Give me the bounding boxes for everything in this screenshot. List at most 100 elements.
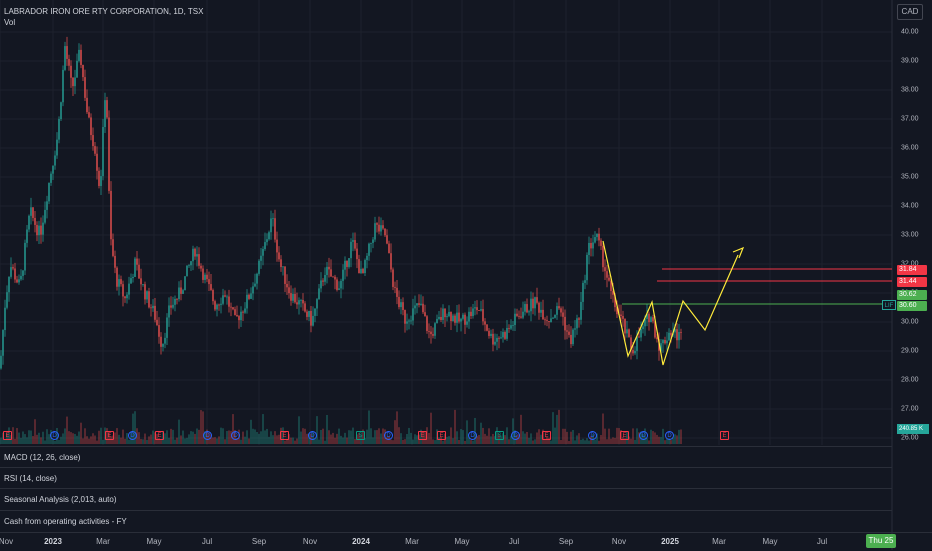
candle-body — [202, 268, 204, 280]
volume-bar — [168, 437, 170, 444]
volume-bar — [232, 414, 234, 444]
dividend-event-icon[interactable]: D — [511, 431, 520, 440]
candle-body — [166, 317, 168, 338]
volume-bar — [276, 435, 278, 444]
candle-body — [482, 309, 484, 322]
candle-body — [102, 127, 104, 177]
volume-bar — [674, 434, 676, 444]
candle-body — [234, 309, 236, 315]
dividend-event-icon[interactable]: D — [588, 431, 597, 440]
currency-button[interactable]: CAD — [897, 4, 923, 20]
volume-bar — [92, 433, 94, 444]
candle-body — [576, 318, 578, 329]
volume-bar — [488, 428, 490, 444]
volume-bar — [124, 438, 126, 444]
candle-body — [28, 215, 30, 230]
volume-bar — [622, 436, 624, 444]
volume-bar — [26, 437, 28, 444]
volume-legend[interactable]: Vol — [4, 18, 16, 27]
candle-body — [392, 269, 394, 287]
earnings-event-icon[interactable]: E — [155, 431, 164, 440]
candle-body — [272, 218, 274, 220]
volume-bar — [330, 434, 332, 444]
cash-flow-pane[interactable]: Cash from operating activities - FY — [0, 510, 892, 531]
candle-body — [136, 258, 138, 265]
volume-bar — [52, 439, 54, 444]
earnings-event-icon[interactable]: E — [418, 431, 427, 440]
volume-bar — [560, 440, 562, 444]
volume-bar — [290, 437, 292, 444]
time-axis[interactable] — [0, 532, 932, 551]
volume-bar — [100, 427, 102, 444]
volume-bar — [464, 440, 466, 444]
candle-body — [44, 209, 46, 223]
candle-body — [172, 304, 174, 308]
volume-bar — [390, 439, 392, 444]
candle-body — [26, 229, 28, 243]
earnings-event-icon[interactable]: E — [105, 431, 114, 440]
volume-bar — [2, 432, 4, 444]
dividend-event-icon[interactable]: D — [665, 431, 674, 440]
candle-body — [362, 268, 364, 274]
dividend-event-icon[interactable]: D — [468, 431, 477, 440]
symbol-title[interactable]: LABRADOR IRON ORE RTY CORPORATION, 1D, T… — [4, 7, 204, 16]
earnings-event-icon[interactable]: E — [720, 431, 729, 440]
volume-bar — [634, 439, 636, 444]
earnings-event-icon[interactable]: E — [437, 431, 446, 440]
volume-bar — [502, 433, 504, 444]
dividend-event-icon[interactable]: D — [231, 431, 240, 440]
volume-bar — [226, 431, 228, 444]
candle-body — [476, 307, 478, 311]
candle-body — [530, 298, 532, 312]
volume-bar — [38, 432, 40, 444]
volume-bar — [200, 410, 202, 444]
volume-bar — [426, 427, 428, 444]
candle-body — [160, 336, 162, 347]
time-tick: Sep — [558, 537, 574, 546]
dividend-event-icon[interactable]: D — [128, 431, 137, 440]
volume-bar — [142, 439, 144, 444]
volume-bar — [632, 428, 634, 444]
price-tick: 32.00 — [901, 260, 919, 268]
candle-body — [92, 135, 94, 147]
earnings-event-icon[interactable]: E — [620, 431, 629, 440]
volume-bar — [440, 437, 442, 444]
dividend-event-icon[interactable]: D — [50, 431, 59, 440]
dividend-event-icon[interactable]: D — [639, 431, 648, 440]
volume-bar — [602, 413, 604, 444]
volume-bar — [198, 429, 200, 444]
volume-bar — [68, 431, 70, 444]
split-event-icon[interactable]: S — [356, 431, 365, 440]
earnings-event-icon[interactable]: E — [3, 431, 12, 440]
candle-body — [660, 343, 662, 351]
candle-body — [18, 279, 20, 283]
earnings-event-icon[interactable]: E — [280, 431, 289, 440]
split-event-icon[interactable]: S — [495, 431, 504, 440]
volume-bar — [456, 431, 458, 444]
candle-body — [74, 77, 76, 87]
candle-body — [584, 280, 586, 283]
candle-body — [484, 321, 486, 325]
volume-bar — [366, 429, 368, 444]
volume-bar — [144, 433, 146, 444]
candle-body — [594, 237, 596, 243]
rsi-pane[interactable]: RSI (14, close) — [0, 467, 892, 488]
volume-bar — [412, 439, 414, 444]
earnings-event-icon[interactable]: E — [542, 431, 551, 440]
dividend-event-icon[interactable]: D — [308, 431, 317, 440]
volume-bar — [346, 437, 348, 444]
price-tick: 29.00 — [901, 347, 919, 355]
volume-bar — [496, 427, 498, 444]
volume-bar — [34, 419, 36, 444]
candle-body — [488, 330, 490, 337]
candle-body — [418, 303, 420, 305]
candle-body — [382, 225, 384, 229]
macd-pane[interactable]: MACD (12, 26, close) — [0, 446, 892, 467]
volume-bar — [372, 437, 374, 444]
dividend-event-icon[interactable]: D — [384, 431, 393, 440]
seasonal-pane[interactable]: Seasonal Analysis (2,013, auto) — [0, 488, 892, 509]
dividend-event-icon[interactable]: D — [203, 431, 212, 440]
candle-body — [188, 265, 190, 267]
volume-bar — [556, 414, 558, 444]
